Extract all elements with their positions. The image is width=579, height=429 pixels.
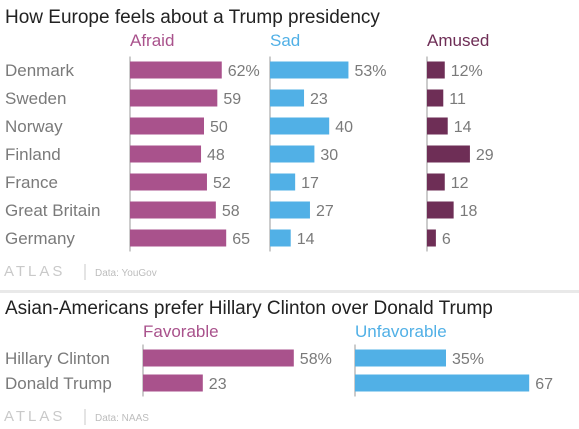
data-label-sad-finland: 30	[320, 147, 338, 164]
data-source: Data: NAAS	[95, 413, 149, 424]
legend-amused: Amused	[427, 31, 489, 50]
data-label-sad-france: 17	[301, 175, 319, 192]
bar-sad-germany	[270, 229, 291, 247]
bar-afraid-france	[130, 173, 207, 191]
bar-afraid-finland	[130, 145, 202, 163]
europe-chart: How Europe feels about a Trump presidenc…	[4, 7, 494, 280]
atlas-logo-text: ATLAS	[4, 263, 65, 280]
data-label-afraid-great-britain: 58	[222, 203, 240, 220]
bar-afraid-norway	[130, 117, 204, 135]
category-label-norway: Norway	[5, 117, 63, 136]
bar-amused-great-britain	[427, 201, 454, 219]
bar-amused-france	[427, 173, 445, 191]
category-label-hillary-clinton: Hillary Clinton	[5, 349, 110, 368]
data-label-favorable-hillary-clinton: 58%	[300, 351, 332, 368]
atlas-logo-text: ATLAS	[4, 408, 65, 425]
category-label-donald-trump: Donald Trump	[5, 374, 112, 393]
data-label-afraid-norway: 50	[210, 119, 228, 136]
legend-favorable: Favorable	[143, 322, 219, 341]
europe-chart-panel: How Europe feels about a Trump presidenc…	[0, 0, 579, 290]
data-label-amused-norway: 14	[454, 119, 472, 136]
category-label-great-britain: Great Britain	[5, 201, 100, 220]
clinton-chart-panel: Asian-Americans prefer Hillary Clinton o…	[0, 293, 579, 429]
data-label-amused-france: 12	[451, 175, 469, 192]
bar-afraid-sweden	[130, 89, 218, 107]
data-label-sad-denmark: 53%	[354, 63, 386, 80]
data-label-sad-great-britain: 27	[316, 203, 334, 220]
data-label-amused-great-britain: 18	[460, 203, 478, 220]
bar-amused-finland	[427, 145, 470, 163]
data-label-afraid-sweden: 59	[223, 91, 241, 108]
data-label-amused-germany: 6	[442, 231, 451, 248]
data-label-amused-finland: 29	[476, 147, 494, 164]
data-label-unfavorable-donald-trump: 67	[535, 376, 553, 393]
category-label-sweden: Sweden	[5, 89, 66, 108]
data-source: Data: YouGov	[95, 268, 157, 279]
bar-amused-norway	[427, 117, 448, 135]
data-label-sad-norway: 40	[335, 119, 353, 136]
legend-sad: Sad	[270, 31, 300, 50]
data-label-unfavorable-hillary-clinton: 35%	[452, 351, 484, 368]
category-label-finland: Finland	[5, 145, 61, 164]
category-label-france: France	[5, 173, 58, 192]
legend-afraid: Afraid	[130, 31, 174, 50]
data-label-sad-germany: 14	[297, 231, 315, 248]
data-label-amused-sweden: 11	[449, 91, 466, 108]
bar-sad-france	[270, 173, 296, 191]
bar-sad-great-britain	[270, 201, 310, 219]
bar-amused-sweden	[427, 89, 444, 107]
data-label-amused-denmark: 12%	[451, 63, 483, 80]
bar-sad-sweden	[270, 89, 305, 107]
atlas-logo: ATLAS	[4, 263, 65, 280]
bar-sad-denmark	[270, 61, 349, 79]
data-label-afraid-germany: 65	[232, 231, 250, 248]
bar-afraid-great-britain	[130, 201, 216, 219]
bar-unfavorable-donald-trump	[355, 374, 530, 392]
category-label-germany: Germany	[5, 229, 75, 248]
data-label-afraid-france: 52	[213, 175, 231, 192]
data-label-sad-sweden: 23	[310, 91, 328, 108]
clinton-chart: Asian-Americans prefer Hillary Clinton o…	[4, 298, 553, 425]
bar-amused-denmark	[427, 61, 445, 79]
chart-title: Asian-Americans prefer Hillary Clinton o…	[5, 298, 493, 319]
data-label-favorable-donald-trump: 23	[209, 376, 227, 393]
category-label-denmark: Denmark	[5, 61, 74, 80]
data-label-afraid-finland: 48	[207, 147, 225, 164]
bar-favorable-hillary-clinton	[143, 349, 294, 367]
bar-favorable-donald-trump	[143, 374, 203, 392]
bar-amused-germany	[427, 229, 436, 247]
bar-sad-norway	[270, 117, 330, 135]
chart-title: How Europe feels about a Trump presidenc…	[5, 7, 380, 28]
data-label-afraid-denmark: 62%	[228, 63, 260, 80]
bar-afraid-denmark	[130, 61, 222, 79]
atlas-logo: ATLAS	[4, 408, 65, 425]
bar-sad-finland	[270, 145, 315, 163]
bar-unfavorable-hillary-clinton	[355, 349, 446, 367]
bar-afraid-germany	[130, 229, 227, 247]
legend-unfavorable: Unfavorable	[355, 322, 447, 341]
